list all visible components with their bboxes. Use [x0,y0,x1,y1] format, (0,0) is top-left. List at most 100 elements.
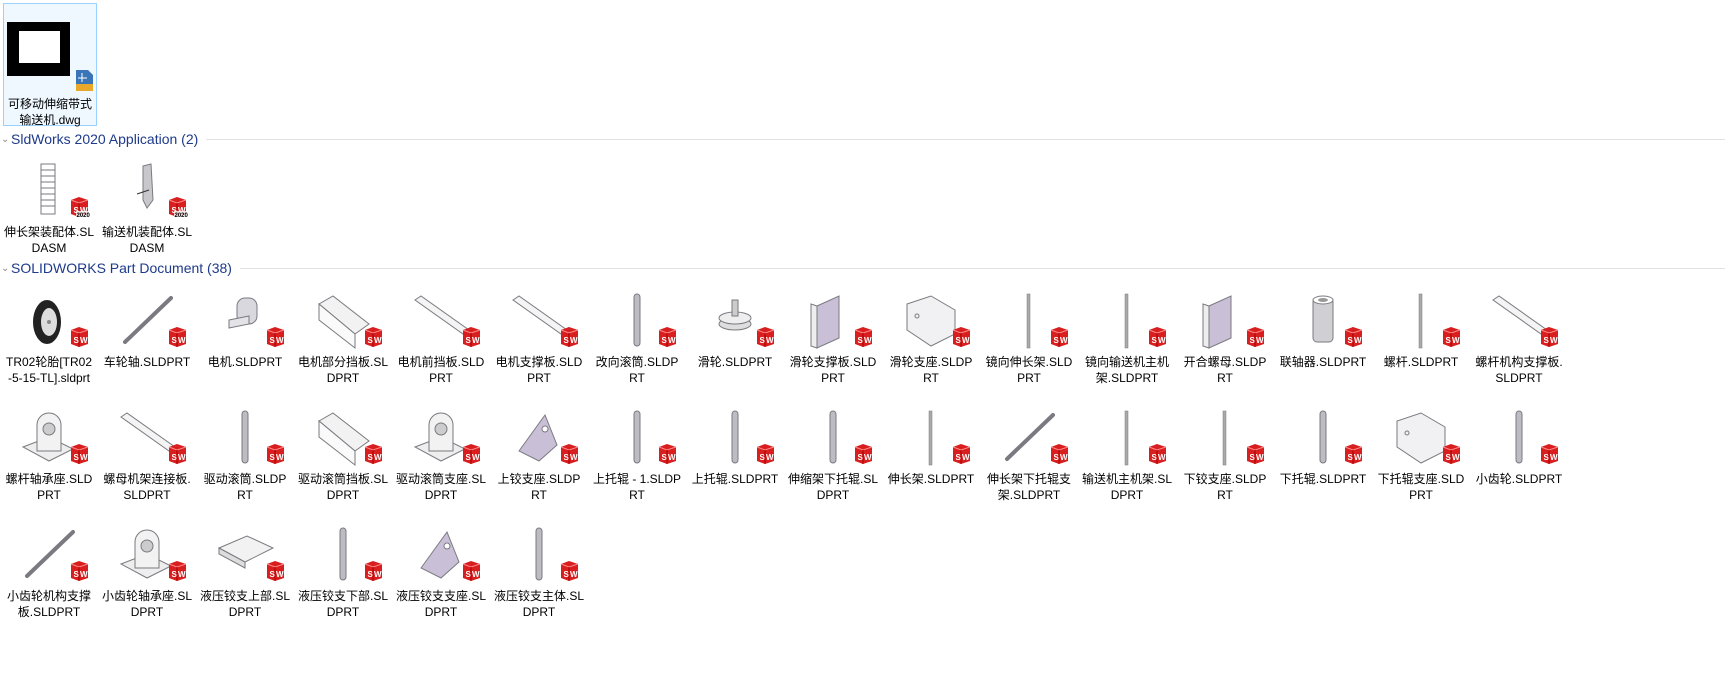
file-item[interactable]: S W 伸长架.SLDPRT [884,407,978,487]
file-item[interactable]: S W 滑轮.SLDPRT [688,290,782,370]
svg-text:S: S [466,336,472,345]
svg-text:W: W [80,570,88,579]
file-item[interactable]: S W 上托辊.SLDPRT [688,407,782,487]
file-label: 小齿轮轴承座.SLDPRT [102,589,193,619]
file-label: 液压铰支支座.SLDPRT [396,589,487,619]
file-item[interactable]: S W 联轴器.SLDPRT [1276,290,1370,370]
file-item[interactable]: S W 镜向输送机主机架.SLDPRT [1080,290,1174,386]
file-item[interactable]: S W 开合螺母.SLDPRT [1178,290,1272,386]
svg-text:S: S [956,336,962,345]
file-item-dwg[interactable]: 可移动伸缩带式输送机.dwg [3,3,97,127]
thin-rod-part-icon [1026,293,1031,349]
file-item[interactable]: S W 下托辊支座.SLDPRT [1374,407,1468,503]
collapse-chevron-icon[interactable]: ⌄ [1,133,10,145]
file-item[interactable]: S W 电机前挡板.SLDPRT [394,290,488,386]
svg-text:W: W [276,570,284,579]
file-item[interactable]: S W 小齿轮机构支撑板.SLDPRT [2,524,96,620]
group-header-parts[interactable]: ⌄ SOLIDWORKS Part Document (38) [0,259,1725,277]
file-item[interactable]: S W 液压铰支支座.SLDPRT [394,524,488,620]
svg-text:W: W [1060,336,1068,345]
file-item[interactable]: S W 输送机主机架.SLDPRT [1080,407,1174,503]
diag-rod-part-icon [25,530,75,578]
file-label: 改向滚筒.SLDPRT [595,355,679,385]
file-item[interactable]: S W 驱动滚筒.SLDPRT [198,407,292,503]
svg-text:S: S [1054,336,1060,345]
file-item[interactable]: S W TR02轮胎[TR02-5-15-TL].sldprt [2,290,96,386]
file-item[interactable]: S W 2020 输送机装配体.SLDASM [100,160,194,256]
file-item[interactable]: S W 电机支撑板.SLDPRT [492,290,586,386]
svg-text:W: W [962,453,970,462]
file-label: 上托辊 - 1.SLDPRT [592,472,682,502]
file-item[interactable]: S W 2020 伸长架装配体.SLDASM [2,160,96,256]
group-header-sldworks[interactable]: ⌄ SldWorks 2020 Application (2) [0,130,1725,148]
file-item[interactable]: S W 上铰支座.SLDPRT [492,407,586,503]
file-label: 输送机主机架.SLDPRT [1082,472,1173,502]
diag-rod-part-icon [123,296,173,344]
file-item[interactable]: S W 下托辊.SLDPRT [1276,407,1370,487]
svg-text:W: W [766,453,774,462]
svg-text:W: W [864,453,872,462]
svg-text:W: W [472,453,480,462]
svg-text:W: W [178,206,186,215]
file-item[interactable]: S W 伸长架下托辊支架.SLDPRT [982,407,1076,503]
svg-text:S: S [760,453,766,462]
file-item[interactable]: S W 小齿轮.SLDPRT [1472,407,1566,487]
file-item[interactable]: S W 螺杆.SLDPRT [1374,290,1468,370]
file-item[interactable]: S W 伸缩架下托辊.SLDPRT [786,407,880,503]
file-item[interactable]: S W 驱动滚筒挡板.SLDPRT [296,407,390,503]
file-item[interactable]: S W 滑轮支撑板.SLDPRT [786,290,880,386]
file-label: 电机支撑板.SLDPRT [495,355,583,385]
box-part-icon [318,412,370,467]
ladder-part-icon [40,163,56,215]
svg-text:S: S [1446,453,1452,462]
file-item[interactable]: S W 电机.SLDPRT [198,290,292,370]
file-item[interactable]: S W 螺杆轴承座.SLDPRT [2,407,96,503]
file-label: 驱动滚筒挡板.SLDPRT [298,472,389,502]
file-item[interactable]: S W 液压铰支下部.SLDPRT [296,524,390,620]
file-thumbnail: S W 2020 [2,160,96,222]
file-item[interactable]: S W 镜向伸长架.SLDPRT [982,290,1076,386]
file-item[interactable]: S W 液压铰支主体.SLDPRT [492,524,586,620]
wheel-part-icon [33,300,61,344]
file-item[interactable]: S W 改向滚筒.SLDPRT [590,290,684,386]
file-item[interactable]: S W 下铰支座.SLDPRT [1178,407,1272,503]
roller-part-icon [829,410,837,464]
file-item[interactable]: S W 上托辊 - 1.SLDPRT [590,407,684,503]
file-item[interactable]: S W 车轮轴.SLDPRT [100,290,194,370]
file-item[interactable]: S W 螺母机架连接板.SLDPRT [100,407,194,503]
file-item[interactable]: S W 滑轮支座.SLDPRT [884,290,978,386]
file-item[interactable]: S W 螺杆机构支撑板.SLDPRT [1472,290,1566,386]
motor-part-icon [228,297,258,329]
svg-text:W: W [668,336,676,345]
file-item[interactable]: S W 驱动滚筒支座.SLDPRT [394,407,488,503]
file-item[interactable]: S W 液压铰支上部.SLDPRT [198,524,292,620]
svg-text:S: S [1544,336,1550,345]
svg-text:W: W [276,453,284,462]
file-item[interactable]: S W 小齿轮轴承座.SLDPRT [100,524,194,620]
file-item[interactable]: S W 电机部分挡板.SLDPRT [296,290,390,386]
collapse-chevron-icon[interactable]: ⌄ [1,262,10,274]
svg-text:W: W [1158,336,1166,345]
svg-text:W: W [570,336,578,345]
pulley-part-icon [718,299,752,331]
file-label: 小齿轮.SLDPRT [1475,472,1563,486]
